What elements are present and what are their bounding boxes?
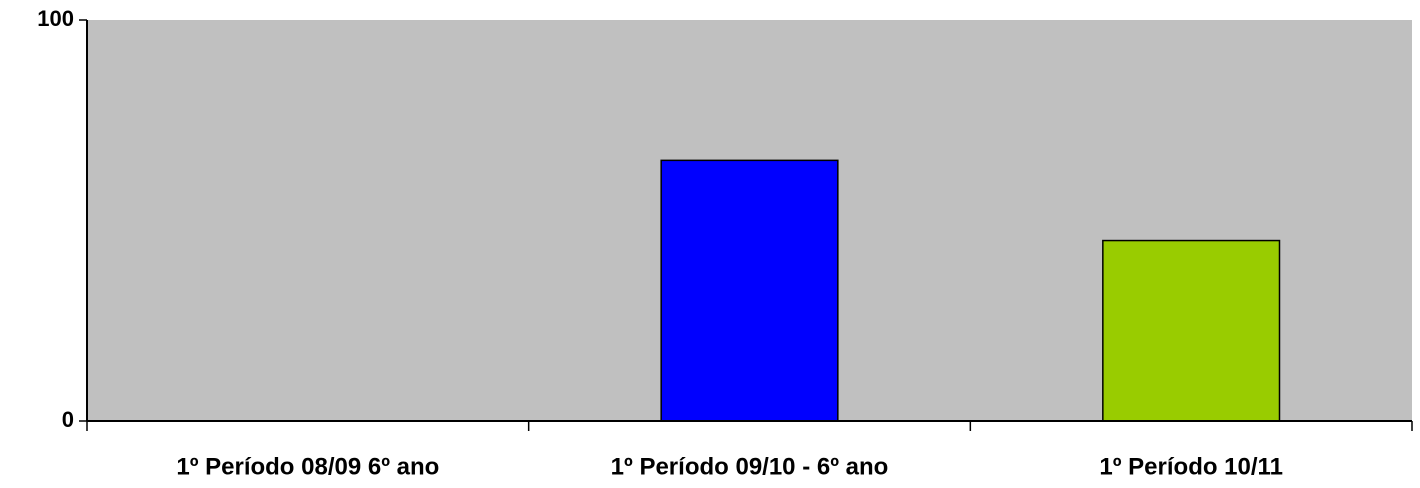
- x-tick-label: 1º Período 08/09 6º ano: [176, 453, 439, 480]
- x-tick-label: 1º Período 10/11: [1099, 453, 1283, 480]
- x-tick-label: 1º Período 09/10 - 6º ano: [611, 453, 889, 480]
- bar: [1102, 239, 1281, 422]
- y-tick-label: 0: [62, 407, 74, 432]
- bar: [660, 159, 839, 422]
- y-tick-label: 100: [37, 6, 74, 31]
